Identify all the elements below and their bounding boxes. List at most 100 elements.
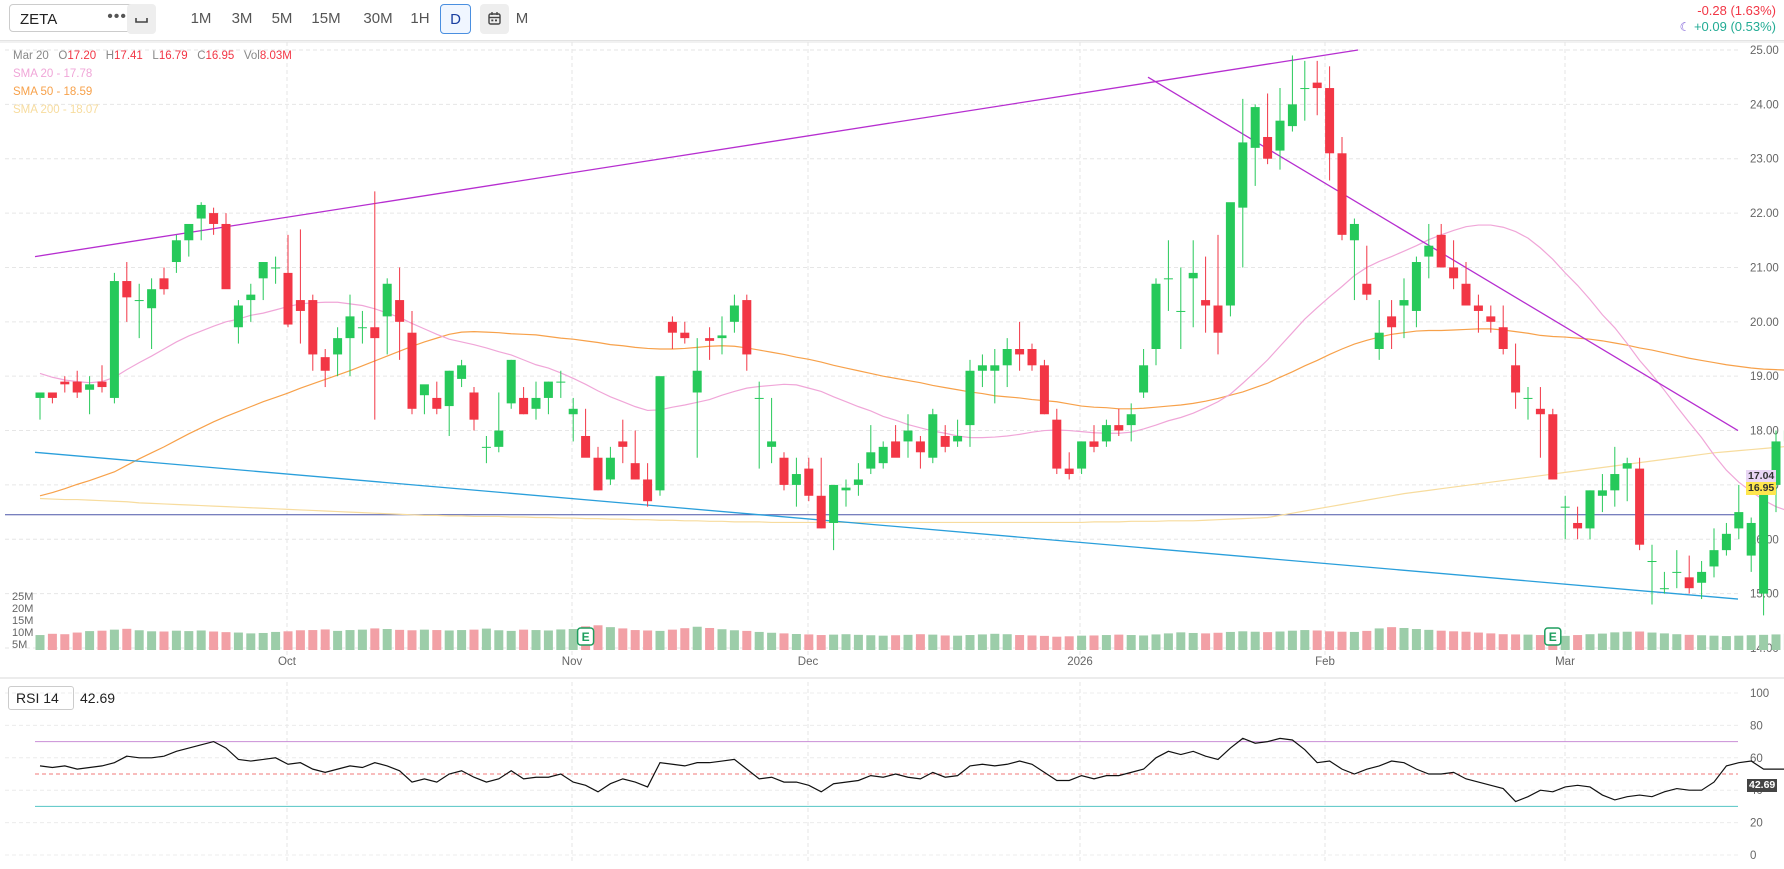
interval-d[interactable]: D (440, 4, 471, 34)
candle-body (1697, 571, 1707, 583)
candle-body (767, 441, 777, 447)
interval-5m[interactable]: 5M (271, 10, 293, 27)
interval-1m[interactable]: 1M (190, 10, 212, 27)
candle-body (990, 365, 1000, 371)
candle-body (1647, 561, 1657, 563)
interval-3m[interactable]: 3M (231, 10, 253, 27)
volume-bar (593, 625, 603, 650)
volume-bar (469, 629, 479, 650)
volume-bar (1300, 630, 1310, 650)
volume-bar (345, 630, 355, 650)
interval-30m[interactable]: 30M (363, 10, 393, 27)
volume-bar (1523, 634, 1533, 650)
candle-body (1597, 490, 1607, 496)
interval-1h[interactable]: 1H (410, 10, 430, 27)
interval-m[interactable]: M (515, 10, 529, 27)
candle-body (953, 435, 963, 442)
candle-body (85, 384, 95, 390)
candle-body (965, 370, 975, 426)
volume-bar (804, 634, 814, 650)
legend-open: 17.20 (67, 50, 97, 62)
volume-bar (209, 631, 219, 650)
candle-body (1052, 419, 1062, 469)
symbol-text: ZETA (20, 11, 58, 28)
volume-bar (692, 626, 702, 650)
volume-bar (953, 635, 963, 650)
volume-bar (655, 630, 665, 650)
volume-bar (171, 630, 181, 650)
candle-body (717, 335, 727, 339)
volume-bar (729, 630, 739, 650)
volume-bar (1188, 632, 1198, 650)
candle-body (1721, 533, 1731, 551)
candle-body (841, 487, 851, 491)
earnings-marker-box (576, 627, 595, 646)
volume-bar (196, 630, 206, 650)
symbol-search-box[interactable]: ZETA ••• (9, 4, 136, 32)
volume-bar (1151, 634, 1161, 650)
legend-high: 17.41 (114, 50, 143, 62)
volume-bar (1697, 635, 1707, 650)
candle-body (1498, 327, 1508, 349)
volume-bar (1771, 634, 1781, 650)
volume-bar (779, 633, 789, 650)
candle-body (221, 223, 231, 290)
volume-bar (184, 631, 194, 650)
candle-body (878, 446, 888, 464)
earnings-marker-text: E (1549, 630, 1557, 644)
candle-body (618, 441, 628, 447)
volume-bar (977, 634, 987, 650)
candle-body (667, 321, 677, 333)
candle-body (1709, 550, 1719, 567)
candle-body (1473, 305, 1483, 311)
volume-bar (1312, 630, 1322, 650)
candle-body (209, 213, 219, 224)
volume-bar (903, 634, 913, 650)
price-axis-tick: 23.00 (1750, 154, 1779, 166)
volume-bar (556, 629, 566, 650)
legend-volume-label: Vol (243, 50, 260, 62)
candle-body (593, 457, 603, 491)
candle-body (271, 267, 281, 269)
more-dots-icon[interactable]: ••• (107, 8, 127, 25)
volume-bar (1126, 635, 1136, 650)
candle-body (655, 376, 665, 491)
candle-body (233, 305, 243, 328)
candle-body (1585, 490, 1595, 529)
candle-chart-icon[interactable] (127, 4, 156, 34)
candle-body (1139, 365, 1149, 393)
candle-body (729, 305, 739, 322)
legend-close: 16.95 (205, 50, 235, 62)
volume-bar (1461, 631, 1471, 650)
candle-body (853, 479, 863, 485)
calendar-icon[interactable] (480, 4, 509, 34)
volume-bar (1759, 634, 1769, 650)
volume-bar (1635, 631, 1645, 650)
candle-body (1176, 310, 1186, 312)
volume-bar (866, 635, 876, 650)
candle-body (1312, 82, 1322, 89)
candle-body (1374, 332, 1384, 349)
volume-bar (1275, 631, 1285, 650)
legend-open-label: O (58, 50, 68, 62)
volume-bar (1659, 633, 1669, 650)
candle-body (1250, 107, 1260, 148)
legend-volume: 8.03M (259, 50, 292, 62)
volume-bar (1101, 635, 1111, 650)
volume-bar (233, 632, 243, 650)
interval-15m[interactable]: 15M (311, 10, 341, 27)
volume-bar (891, 635, 901, 650)
volume-bar (878, 635, 888, 650)
legend-high-label: H (105, 50, 115, 62)
candle-body (1399, 300, 1409, 306)
volume-bar (1597, 633, 1607, 650)
time-axis-label: Dec (798, 656, 819, 668)
volume-axis-tick: 10M (12, 627, 33, 639)
volume-bar (816, 635, 826, 650)
candle-body (1610, 474, 1620, 491)
volume-bar (221, 632, 231, 650)
volume-bar (1077, 635, 1087, 650)
lower-trendline (34, 451, 1739, 600)
rsi-label[interactable]: RSI 14 (8, 686, 74, 710)
